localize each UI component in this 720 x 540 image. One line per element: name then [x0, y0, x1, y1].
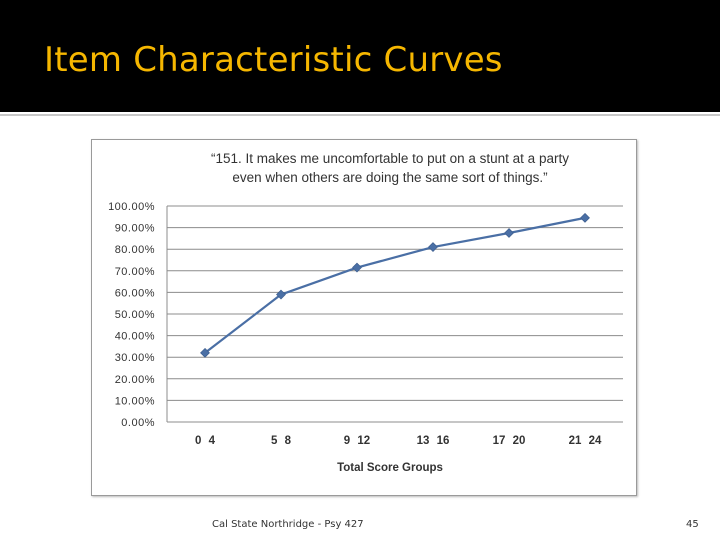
chart-container: “151. It makes me uncomfortable to put o… [91, 139, 637, 496]
data-point [352, 262, 362, 273]
y-tick-label: 70.00% [115, 266, 155, 278]
data-point [276, 289, 286, 300]
y-tick-label: 20.00% [115, 374, 155, 386]
data-point [580, 212, 590, 223]
y-tick-label: 40.00% [115, 331, 155, 343]
x-tick-label: 0 4 [195, 435, 216, 447]
data-point [428, 242, 438, 252]
x-tick-label: 21 24 [569, 435, 602, 447]
y-tick-label: 50.00% [115, 309, 155, 321]
y-tick-label: 60.00% [115, 287, 155, 299]
y-tick-label: 80.00% [115, 244, 155, 256]
x-tick-label: 13 16 [417, 435, 450, 447]
page-number: 45 [686, 519, 699, 530]
data-point [504, 228, 514, 238]
x-axis-label: Total Score Groups [337, 462, 443, 474]
x-tick-label: 9 12 [344, 435, 370, 447]
footer-text: Cal State Northridge - Psy 427 [212, 519, 364, 530]
x-tick-label: 17 20 [493, 435, 526, 447]
line-chart: “151. It makes me uncomfortable to put o… [108, 151, 623, 474]
chart-title-line: “151. It makes me uncomfortable to put o… [211, 151, 569, 166]
y-tick-label: 30.00% [115, 352, 155, 364]
series-line [204, 216, 586, 354]
title-bar [0, 0, 720, 112]
x-tick-label: 5 8 [271, 435, 292, 447]
slide-title: Item Characteristic Curves [44, 40, 503, 80]
data-point [200, 347, 210, 358]
y-tick-label: 100.00% [108, 201, 155, 213]
y-tick-label: 90.00% [115, 223, 155, 235]
y-tick-label: 10.00% [115, 395, 155, 407]
title-divider [0, 114, 720, 116]
chart-title-line: even when others are doing the same sort… [232, 170, 547, 185]
y-tick-label: 0.00% [121, 417, 155, 429]
